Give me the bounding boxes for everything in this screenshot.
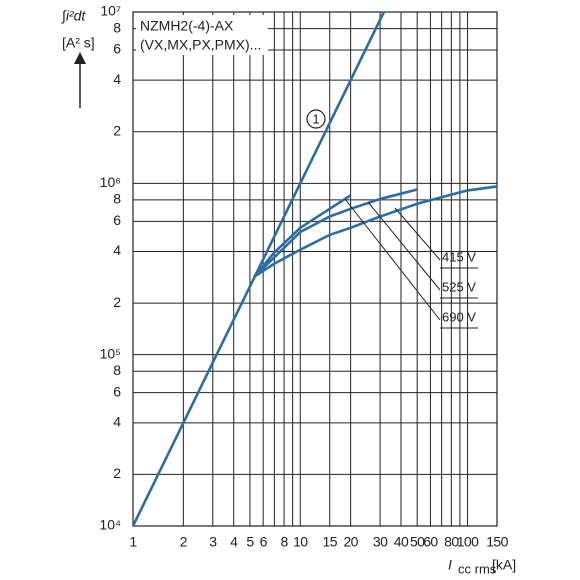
y-axis-label: ∫i²dt xyxy=(61,8,86,25)
x-tick-label: 100 xyxy=(457,534,479,550)
x-tick-label: 10 xyxy=(293,534,308,550)
grid xyxy=(132,11,498,527)
x-tick-label: 30 xyxy=(373,534,388,550)
leader-line xyxy=(367,201,441,291)
y-tick-label: 4 xyxy=(113,242,121,258)
y-tick-label: 6 xyxy=(113,41,121,57)
x-tick-label: 8 xyxy=(280,534,288,550)
x-tick-label: 1 xyxy=(129,534,137,550)
x-tick-label: 3 xyxy=(209,534,217,550)
y-tick-label: 4 xyxy=(113,71,121,87)
x-tick-label: 50 xyxy=(410,534,425,550)
x-tick-label: 6 xyxy=(260,534,268,550)
x-tick-label: 80 xyxy=(444,534,459,550)
y-axis-label: [A² s] xyxy=(62,35,95,51)
x-axis-label: cc rms xyxy=(458,561,497,576)
x-axis-label: [kA] xyxy=(492,557,516,573)
y-tick-label: 8 xyxy=(113,19,121,35)
marks xyxy=(131,11,498,527)
series-line xyxy=(131,11,386,527)
y-tick-label: 10⁶ xyxy=(100,174,121,190)
x-tick-label: 40 xyxy=(394,534,409,550)
x-tick-label: 15 xyxy=(323,534,338,550)
title-box xyxy=(136,15,268,55)
series-marker xyxy=(306,109,326,129)
plot-frame xyxy=(132,11,498,527)
leader-line xyxy=(344,198,441,321)
y-tick-label: 10⁴ xyxy=(99,517,121,533)
x-tick-label: 20 xyxy=(343,534,358,550)
y-tick-label: 6 xyxy=(113,212,121,228)
y-tick-label: 4 xyxy=(113,414,121,430)
leader-line xyxy=(394,207,441,261)
series-label: 1 xyxy=(312,111,319,126)
y-tick-label: 2 xyxy=(113,294,121,310)
x-tick-label: 150 xyxy=(486,534,508,550)
series-label: 415 V xyxy=(442,249,476,264)
series-line xyxy=(253,188,418,278)
y-tick-label: 8 xyxy=(113,191,121,207)
y-tick-label: 10⁷ xyxy=(100,3,121,19)
y-tick-label: 2 xyxy=(113,465,121,481)
annotation: NZMH2(-4)-AX xyxy=(140,18,234,34)
series-line xyxy=(253,194,352,278)
y-tick-label: 2 xyxy=(113,122,121,138)
x-tick-label: 5 xyxy=(246,534,254,550)
annotation: (VX,MX,PX,PMX)... xyxy=(140,37,261,53)
x-axis-label: I xyxy=(448,557,452,573)
axis-arrow-head xyxy=(74,52,86,64)
y-tick-label: 8 xyxy=(113,362,121,378)
series-label: 525 V xyxy=(442,279,476,294)
y-tick-label: 6 xyxy=(113,383,121,399)
series-label: 690 V xyxy=(442,309,476,324)
x-tick-label: 2 xyxy=(180,534,188,550)
x-tick-label: 60 xyxy=(423,534,438,550)
series-line xyxy=(253,185,498,278)
y-tick-label: 10⁵ xyxy=(100,345,121,361)
x-tick-label: 4 xyxy=(230,534,238,550)
